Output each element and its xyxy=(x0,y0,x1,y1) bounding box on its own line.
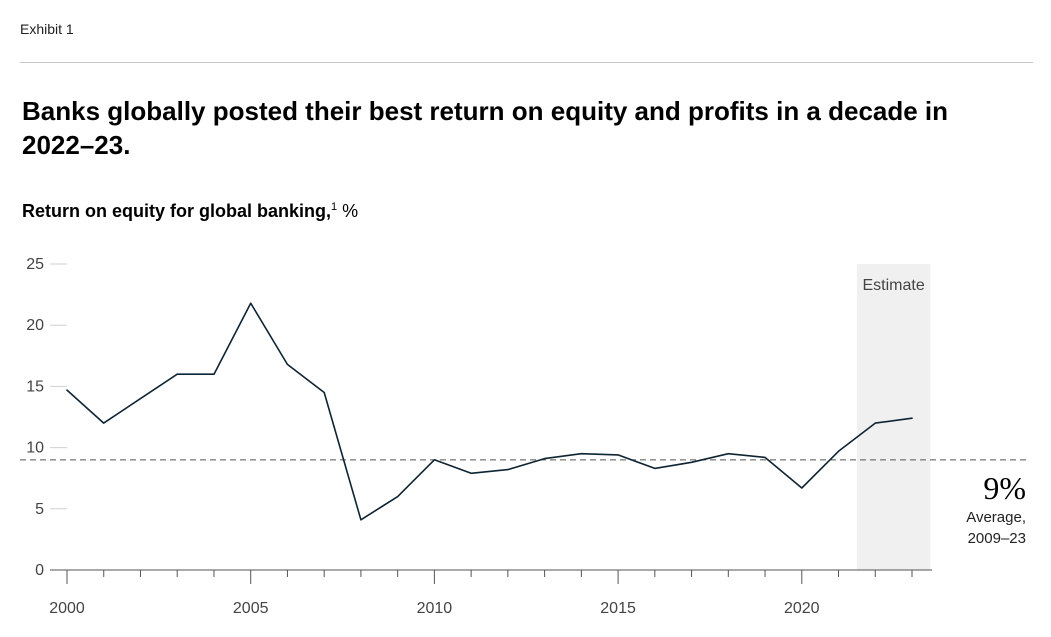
average-value-label: 9% xyxy=(983,470,1026,506)
data-point xyxy=(322,391,326,395)
subtitle-footnote: 1 xyxy=(331,201,338,213)
data-point xyxy=(102,421,106,425)
y-tick-label: 10 xyxy=(26,440,44,457)
header-divider xyxy=(20,62,1033,63)
x-tick-label: 2005 xyxy=(233,600,269,617)
data-point xyxy=(175,372,179,376)
y-tick-label: 25 xyxy=(26,256,44,273)
chart-subtitle: Return on equity for global banking,1 % xyxy=(22,201,358,222)
estimate-band xyxy=(856,264,931,570)
y-tick-label: 20 xyxy=(26,317,44,334)
data-point xyxy=(432,458,436,462)
data-point xyxy=(65,388,69,392)
data-point xyxy=(763,455,767,459)
data-point xyxy=(285,362,289,366)
data-point xyxy=(910,416,914,420)
data-point xyxy=(726,452,730,456)
x-tick-label: 2010 xyxy=(417,600,453,617)
average-note: Average, 2009–23 xyxy=(900,507,1026,549)
data-point xyxy=(579,452,583,456)
data-point xyxy=(543,457,547,461)
x-tick-label: 2000 xyxy=(49,600,85,617)
y-tick-label: 15 xyxy=(26,378,44,395)
data-point xyxy=(138,397,142,401)
x-tick-label: 2015 xyxy=(600,600,636,617)
data-point xyxy=(359,518,363,522)
exhibit-label: Exhibit 1 xyxy=(20,21,74,37)
data-point xyxy=(396,495,400,499)
subtitle-unit: % xyxy=(337,201,359,221)
chart-title: Banks globally posted their best return … xyxy=(22,96,949,160)
average-note-line2: 2009–23 xyxy=(967,530,1026,547)
data-point xyxy=(469,471,473,475)
y-tick-label: 5 xyxy=(35,501,44,518)
subtitle-text: Return on equity for global banking, xyxy=(22,201,331,221)
data-point xyxy=(506,468,510,472)
estimate-label: Estimate xyxy=(863,277,925,294)
data-point xyxy=(837,449,841,453)
data-point xyxy=(800,486,804,490)
y-tick-label: 0 xyxy=(35,562,44,579)
data-point xyxy=(690,460,694,464)
x-tick-label: 2020 xyxy=(784,600,820,617)
average-note-line1: Average, xyxy=(966,509,1026,526)
data-point xyxy=(873,421,877,425)
data-point xyxy=(616,453,620,457)
data-point xyxy=(249,301,253,305)
data-point xyxy=(212,372,216,376)
roe-series-line xyxy=(66,302,913,521)
data-point xyxy=(653,466,657,470)
